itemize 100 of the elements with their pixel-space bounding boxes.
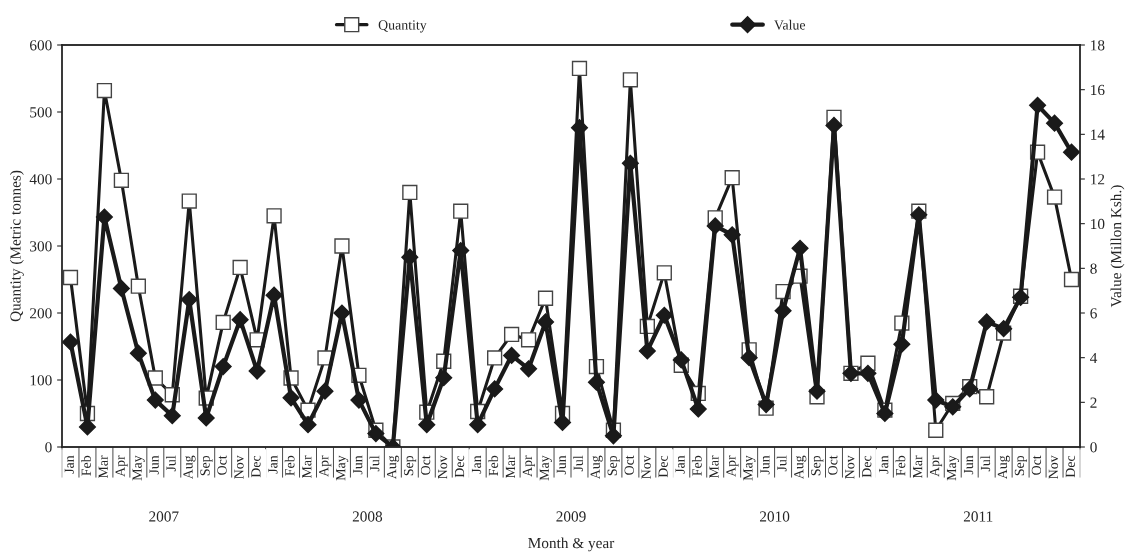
x-tick-label: Aug [590,455,603,480]
point [604,427,622,445]
point [757,396,775,414]
point [724,170,740,186]
point [1046,189,1063,205]
point [350,391,368,409]
point [163,407,181,425]
point [791,239,809,257]
point [621,154,639,172]
x-tick-label: Feb [81,455,91,476]
y2-tick-label: 14 [1091,129,1105,140]
y2-tick-label: 6 [1090,308,1097,319]
point [503,346,521,364]
x-tick-label: Nov [1048,455,1059,479]
x-tick-label: Dec [1065,455,1075,478]
y-tick-label: 200 [30,308,52,319]
x-tick-label: Oct [828,455,838,475]
point [453,203,469,219]
point [129,344,147,362]
x-tick-label: Aug [794,455,807,480]
x-tick-label: Jun [149,455,159,475]
y2-tick-label: 4 [1090,352,1098,363]
x-tick-label: Oct [217,455,227,475]
point [435,369,453,387]
point [995,320,1013,338]
point [367,425,385,443]
point [130,278,146,294]
x-tick-label: Mar [913,455,923,479]
x-tick-label: Jul [369,455,380,472]
point [706,217,724,235]
x-tick-label: Apr [319,455,332,477]
point [876,404,894,423]
point [113,172,130,188]
point [655,306,673,324]
x-tick-label: Jan [675,455,685,474]
x-tick-label: Apr [726,455,739,477]
x-tick-label: Jun [760,455,770,475]
y-tick-label: 400 [29,174,52,185]
point [402,184,418,201]
x-tick-label: Mar [302,455,312,479]
y2-tick-label: 16 [1091,84,1105,96]
x-tick-label: May [132,455,145,481]
point [62,333,80,351]
point [656,265,672,281]
point [978,313,996,331]
legend-label: Quantity [378,20,427,33]
x-tick-label: Jul [573,455,583,472]
point [95,208,113,226]
y2-tick-label: 10 [1091,218,1105,230]
point [266,208,282,224]
legend-label: Value [774,19,806,30]
point [859,364,877,382]
point [927,391,945,409]
x-tick-label: Jan [64,455,74,474]
point [622,72,639,88]
x-tick-label: Oct [1031,455,1042,475]
x-tick-label: Jul [165,455,176,472]
text: 2007 [149,511,179,522]
x-tick-label: Dec [658,455,668,478]
point [469,416,487,434]
text: 2011 [963,511,993,522]
point [723,226,741,244]
x-tick-label: Apr [522,455,535,477]
point [1029,96,1047,114]
text: 2008 [352,511,383,522]
x-tick-label: Mar [98,455,108,479]
x-tick-label: Sep [811,455,824,476]
x-tick-label: Jun [963,455,974,475]
point [774,302,792,320]
x-tick-label: Dec [862,455,872,478]
point [1062,143,1080,161]
point [825,116,843,134]
x-tick-label: Dec [454,455,465,478]
point [672,351,690,369]
y2-tick-label: 12 [1091,174,1105,185]
x-tick-label: Jul [776,455,787,472]
x-tick-label: Jul [980,455,991,472]
point [689,400,707,418]
y-tick-label: 300 [30,241,52,252]
x-tick-label: Aug [997,455,1010,480]
x-tick-label: Nov [234,455,244,479]
point [232,259,248,276]
x-tick-label: May [946,455,960,481]
point [401,248,419,266]
y2-tick-label: 2 [1090,397,1097,408]
point [299,416,317,434]
point [740,349,758,367]
x-tick-label: Feb [895,455,906,476]
x-tick-label: Nov [437,455,448,479]
y-tick-label: 500 [30,107,52,118]
y2-tick-label: 8 [1090,263,1097,274]
point [893,335,911,353]
text: 2010 [759,511,790,522]
x-tick-label: Apr [929,455,943,477]
point [181,193,197,209]
y-tick-label: 600 [30,40,52,51]
x-tick-label: Nov [845,455,855,479]
point [282,389,300,407]
x-tick-label: Feb [284,455,295,476]
point [808,382,826,400]
